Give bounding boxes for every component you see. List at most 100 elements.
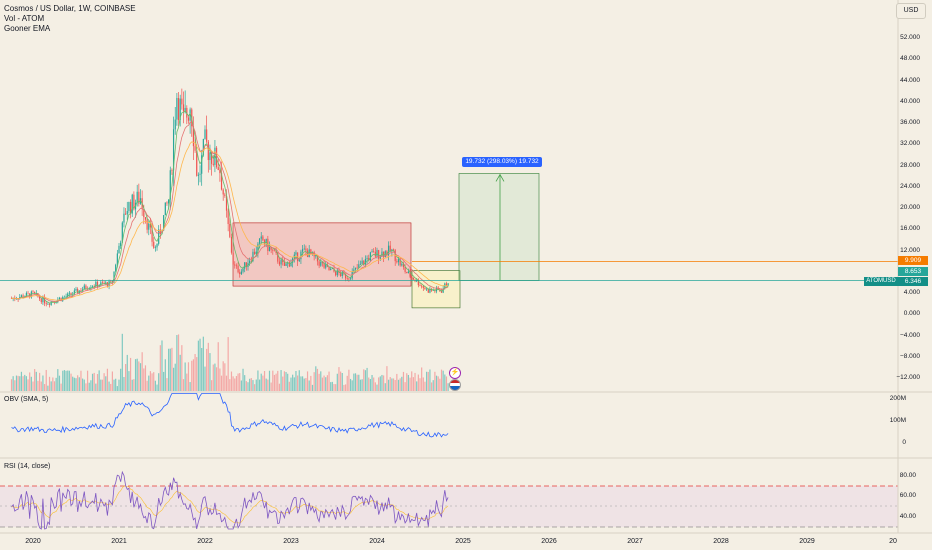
volume-bar xyxy=(22,376,24,391)
candle-body xyxy=(67,293,69,297)
candle-body xyxy=(70,292,72,295)
candle-body xyxy=(202,138,204,156)
volume-bar xyxy=(245,381,247,391)
candle-body xyxy=(125,213,127,215)
volume-bar xyxy=(371,374,373,391)
candle-body xyxy=(149,223,152,228)
lightning-icon[interactable]: ⚡ xyxy=(449,367,461,379)
candle-body xyxy=(406,271,408,274)
volume-bar xyxy=(379,376,381,391)
candle-body xyxy=(201,155,203,174)
currency-button[interactable]: USD xyxy=(896,3,926,19)
volume-bar xyxy=(229,379,231,391)
volume-bar xyxy=(230,371,233,391)
rsi-axis-label: 80.00 xyxy=(899,472,916,479)
candle-body xyxy=(237,265,239,273)
volume-bar xyxy=(143,368,145,391)
candle-body xyxy=(118,245,120,254)
volume-bar xyxy=(106,368,109,391)
candle-body xyxy=(158,229,160,244)
volume-bar xyxy=(186,373,188,391)
candle-body xyxy=(177,98,180,121)
candle-body xyxy=(45,303,47,305)
symbol-title[interactable]: Cosmos / US Dollar, 1W, COINBASE xyxy=(4,4,136,13)
candle-body xyxy=(358,264,360,268)
volume-bar xyxy=(326,375,328,391)
candle-body xyxy=(172,129,175,171)
time-axis-label: 2022 xyxy=(197,538,213,545)
candle-body xyxy=(52,301,54,302)
volume-bar xyxy=(146,380,148,391)
target-measure-box xyxy=(458,173,540,281)
candle-body xyxy=(85,285,87,289)
candle-body xyxy=(245,262,247,268)
candle-body xyxy=(126,211,128,215)
volume-bar xyxy=(249,378,251,391)
candle-body xyxy=(91,286,94,288)
volume-bar xyxy=(277,370,279,391)
volume-bar xyxy=(55,377,57,391)
candle-body xyxy=(250,260,252,262)
obv-pane-label[interactable]: OBV (SMA, 5) xyxy=(4,396,49,403)
time-axis-label: 2020 xyxy=(25,538,41,545)
upper-level-tag: 8.653 xyxy=(898,267,928,276)
volume-bar xyxy=(100,379,102,391)
measure-tooltip[interactable]: 19.732 (298.03%) 19.732 xyxy=(462,157,542,167)
candle-body xyxy=(113,271,115,282)
flag-us-icon[interactable] xyxy=(449,379,461,391)
volume-bar xyxy=(39,372,41,391)
candle-body xyxy=(98,285,100,287)
obv-axis-label: 100M xyxy=(889,417,906,424)
candle-body xyxy=(110,280,112,282)
volume-bar xyxy=(123,376,125,391)
candle-body xyxy=(359,263,362,265)
candle-body xyxy=(121,222,123,243)
volume-bar xyxy=(369,379,371,391)
ema-indicator-label[interactable]: Gooner EMA xyxy=(4,24,51,33)
volume-bar xyxy=(432,380,434,391)
volume-bar xyxy=(263,371,266,391)
volume-indicator-label[interactable]: Vol - ATOM xyxy=(4,14,45,23)
candle-body xyxy=(323,263,325,268)
candle-body xyxy=(58,297,61,300)
volume-bar xyxy=(429,369,431,391)
volume-bar xyxy=(52,377,54,391)
candle-body xyxy=(25,292,27,297)
candle-body xyxy=(344,273,347,279)
price-axis-label: 36.000 xyxy=(900,119,920,126)
candle-body xyxy=(397,259,400,263)
price-axis-label: 4.000 xyxy=(903,289,920,296)
time-axis-label: 2021 xyxy=(111,538,127,545)
volume-bar xyxy=(70,373,72,391)
candle-body xyxy=(189,109,191,121)
candle-body xyxy=(230,236,233,253)
volume-bar xyxy=(17,375,19,391)
candle-body xyxy=(192,126,195,147)
candle-body xyxy=(374,251,376,257)
volume-bar xyxy=(156,384,158,391)
volume-bar xyxy=(386,366,388,391)
volume-bar xyxy=(220,375,223,391)
candle-body xyxy=(328,266,330,271)
volume-bar xyxy=(176,335,178,391)
volume-bar xyxy=(335,384,337,391)
volume-bar xyxy=(300,376,302,391)
price-axis-label: 24.000 xyxy=(900,182,920,190)
volume-bar xyxy=(115,378,117,391)
volume-bar xyxy=(435,375,438,391)
volume-bar xyxy=(111,371,113,391)
candle-body xyxy=(300,251,302,260)
volume-bar xyxy=(47,385,49,391)
rsi-pane-label[interactable]: RSI (14, close) xyxy=(4,463,51,470)
volume-bar xyxy=(126,354,128,391)
candle-body xyxy=(254,251,256,255)
candle-body xyxy=(272,249,274,251)
obv-axis-label: 200M xyxy=(889,395,906,402)
volume-bar xyxy=(399,378,401,391)
candle-body xyxy=(96,281,99,287)
candle-body xyxy=(417,279,419,286)
candle-body xyxy=(275,250,277,254)
candle-body xyxy=(288,262,290,267)
